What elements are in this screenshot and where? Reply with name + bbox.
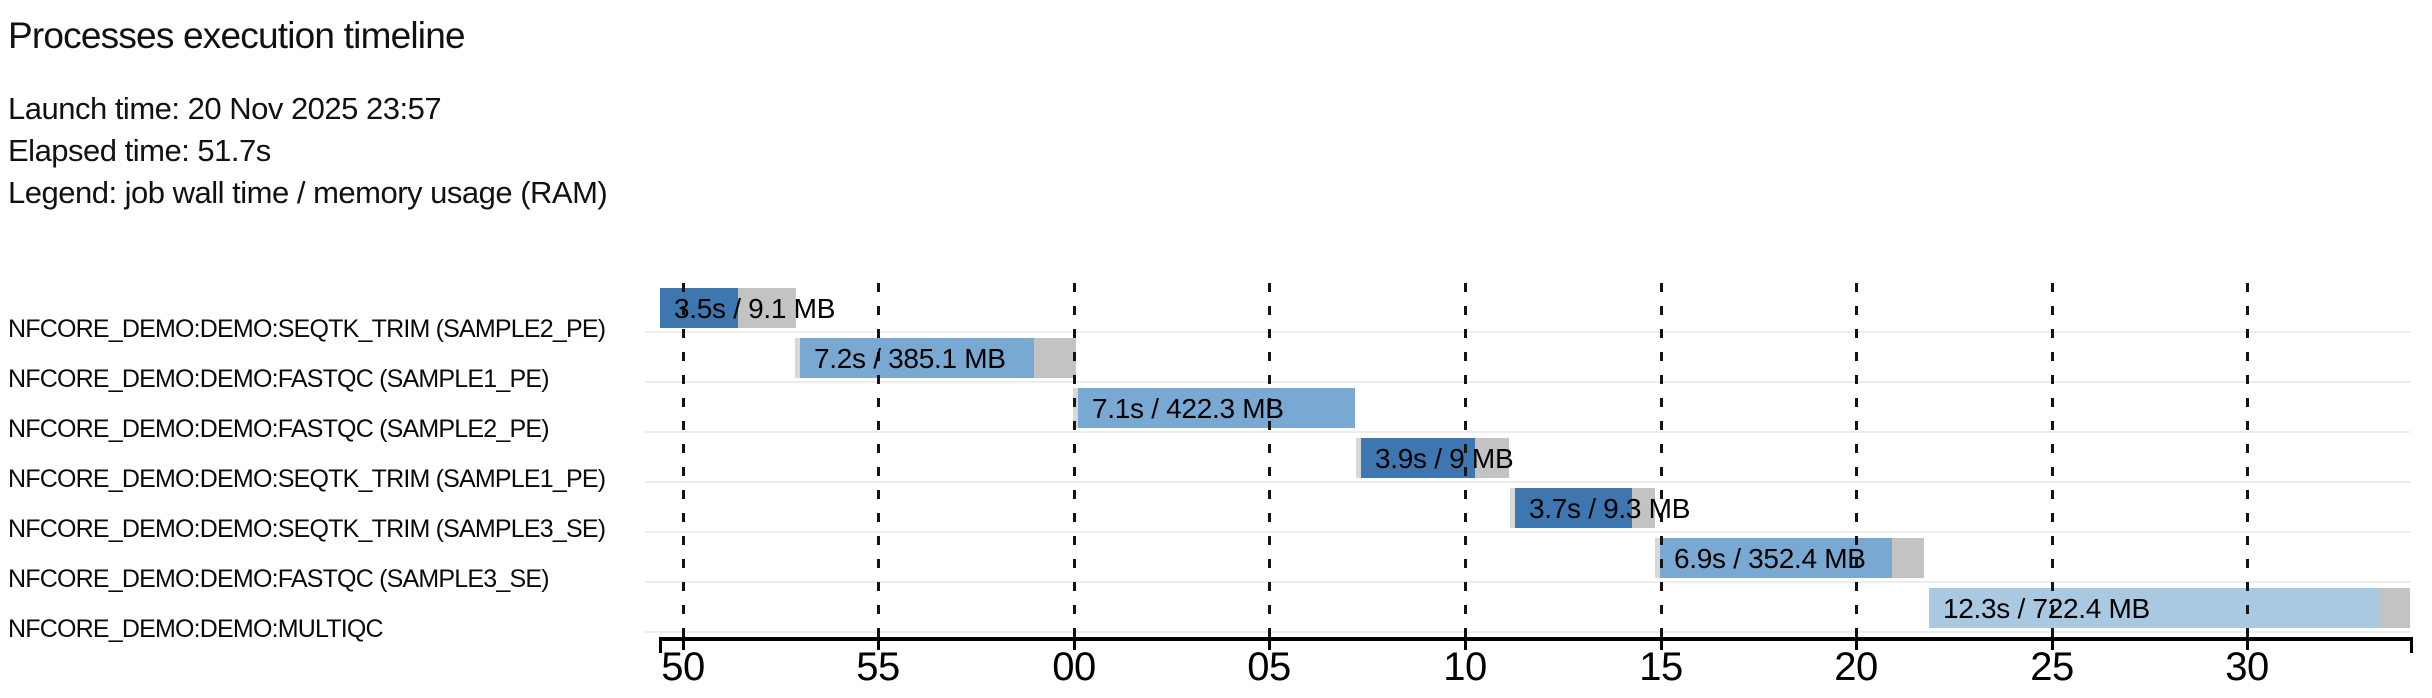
- axis-tick-label: 50: [661, 645, 705, 689]
- task-bar-overhead-segment: [2379, 588, 2410, 628]
- process-label: NFCORE_DEMO:DEMO:MULTIQC: [8, 615, 384, 643]
- task-bar-label: 6.9s / 352.4 MB: [1674, 543, 1866, 574]
- gridline: [2246, 283, 2249, 637]
- axis-tick: [877, 640, 880, 650]
- x-axis-endcap-left: [659, 637, 662, 653]
- gridline: [682, 283, 685, 637]
- axis-tick: [1464, 640, 1467, 650]
- task-bar-run-segment: [1515, 488, 1632, 528]
- axis-tick: [682, 640, 685, 650]
- axis-tick-label: 20: [1834, 645, 1878, 689]
- gridline: [1464, 283, 1467, 637]
- task-bar-pending-segment: [1356, 438, 1361, 478]
- task-bar-run-segment: [1660, 538, 1892, 578]
- axis-tick: [2246, 640, 2249, 650]
- task-bar-pending-segment: [1655, 538, 1660, 578]
- task-bar-overhead-segment: [1475, 438, 1509, 478]
- row-separator: [645, 331, 2410, 333]
- task-bar: [1655, 538, 1924, 578]
- gridline: [877, 283, 880, 637]
- task-bar-label: 12.3s / 722.4 MB: [1943, 593, 2150, 624]
- task-bar-overhead-segment: [1892, 538, 1924, 578]
- axis-tick-label: 30: [2225, 645, 2269, 689]
- legend-text: Legend: job wall time / memory usage (RA…: [8, 175, 608, 210]
- task-bar: [795, 338, 1076, 378]
- task-bar-pending-segment: [795, 338, 800, 378]
- gridline: [1855, 283, 1858, 637]
- axis-tick-label: 55: [856, 645, 900, 689]
- task-bar-run-segment: [1361, 438, 1475, 478]
- process-label: NFCORE_DEMO:DEMO:FASTQC (SAMPLE2_PE): [8, 415, 550, 443]
- row-separator: [645, 631, 2410, 633]
- axis-tick: [1073, 640, 1076, 650]
- row-separator: [645, 531, 2410, 533]
- task-bar-label: 7.1s / 422.3 MB: [1092, 393, 1284, 424]
- axis-tick: [1268, 640, 1271, 650]
- task-bar-run-segment: [1929, 588, 2379, 628]
- process-label: NFCORE_DEMO:DEMO:SEQTK_TRIM (SAMPLE3_SE): [8, 515, 606, 543]
- task-bar: [1929, 588, 2410, 628]
- task-bar-run-segment: [800, 338, 1034, 378]
- axis-tick-label: 15: [1639, 645, 1683, 689]
- gridline: [1268, 283, 1271, 637]
- axis-tick-label: 00: [1052, 645, 1096, 689]
- task-bar: [1356, 438, 1509, 478]
- gridline: [1660, 283, 1663, 637]
- page-title: Processes execution timeline: [8, 15, 466, 56]
- task-bar: [1510, 488, 1655, 528]
- process-label: NFCORE_DEMO:DEMO:SEQTK_TRIM (SAMPLE2_PE): [8, 315, 606, 343]
- task-bar-run-segment: [660, 288, 738, 328]
- launch-time-text: Launch time: 20 Nov 2025 23:57: [8, 91, 442, 126]
- gridline: [2051, 283, 2054, 637]
- process-label: NFCORE_DEMO:DEMO:FASTQC (SAMPLE3_SE): [8, 565, 550, 593]
- elapsed-time-text: Elapsed time: 51.7s: [8, 133, 271, 168]
- task-bar-pending-segment: [1510, 488, 1515, 528]
- task-bar-overhead-segment: [738, 288, 796, 328]
- row-separator: [645, 381, 2410, 383]
- row-separator: [645, 481, 2410, 483]
- axis-tick-label: 25: [2030, 645, 2074, 689]
- task-bar-label: 3.9s / 9 MB: [1375, 443, 1514, 474]
- task-bar-overhead-segment: [1034, 338, 1076, 378]
- process-label: NFCORE_DEMO:DEMO:SEQTK_TRIM (SAMPLE1_PE): [8, 465, 606, 493]
- axis-tick-label: 10: [1443, 645, 1487, 689]
- task-bar-run-segment: [1078, 388, 1355, 428]
- row-separator: [645, 431, 2410, 433]
- x-axis-line: [659, 637, 2413, 641]
- axis-tick: [2051, 640, 2054, 650]
- report-meta: Launch time: 20 Nov 2025 23:57 Elapsed t…: [8, 88, 608, 214]
- task-bar-label: 3.7s / 9.3 MB: [1529, 493, 1691, 524]
- process-label: NFCORE_DEMO:DEMO:FASTQC (SAMPLE1_PE): [8, 365, 550, 393]
- x-axis-endcap-right: [2410, 637, 2413, 653]
- axis-tick-label: 05: [1247, 645, 1291, 689]
- task-bar-label: 7.2s / 385.1 MB: [814, 343, 1006, 374]
- axis-tick: [1855, 640, 1858, 650]
- row-separator: [645, 581, 2410, 583]
- task-bar: [660, 288, 796, 328]
- axis-tick: [1660, 640, 1663, 650]
- task-bar-label: 3.5s / 9.1 MB: [674, 293, 836, 324]
- gridline: [1073, 283, 1076, 637]
- task-bar-overhead-segment: [1632, 488, 1655, 528]
